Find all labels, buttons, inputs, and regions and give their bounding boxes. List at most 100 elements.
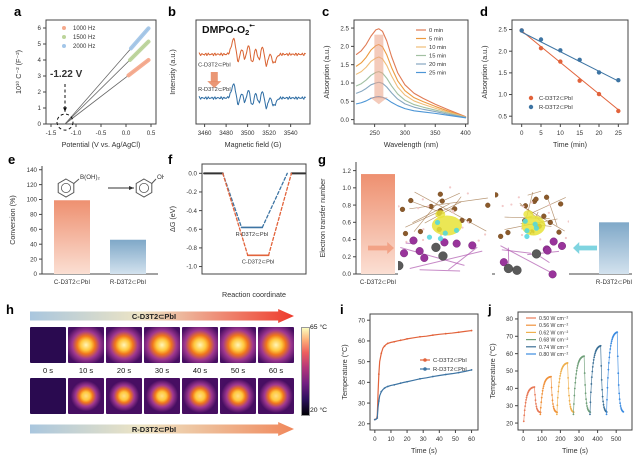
panel-j: j 0 100 200 300 400 500 20 30 40 50 60 70 80 Time (s)… [486,302,638,456]
svg-text:5: 5 [539,130,543,137]
svg-text:R-D3T2⊂PbI: R-D3T2⊂PbI [433,367,467,373]
substituent-bond-product [151,178,157,184]
svg-text:2.5: 2.5 [498,27,507,34]
timeline-arrow-c: C-D3T2⊂PbI [30,309,294,323]
svg-text:C-D3T2⊂PbI: C-D3T2⊂PbI [539,96,573,102]
svg-text:400: 400 [460,130,471,137]
svg-text:Time (min): Time (min) [553,140,587,149]
svg-text:0.5: 0.5 [340,98,349,105]
svg-text:Magnetic field (G): Magnetic field (G) [225,140,282,149]
panel-g: g 0.0 0.2 0.4 0.6 0.8 1.0 1.2 Electron transfer… [316,152,638,300]
panel-a-chart: -1.5 -1.0 -0.5 0.0 0.5 0 1 2 3 4 5 6 Potential (V vs… [14,19,157,149]
reaction-arrowhead [129,186,134,190]
svg-text:2.0: 2.0 [340,44,349,51]
svg-text:0.56 W cm⁻²: 0.56 W cm⁻² [539,323,569,329]
svg-text:R-D3T2⊂PbI: R-D3T2⊂PbI [596,279,632,286]
panel-e-letter: e [8,152,16,167]
substituent-bond-reactant [73,178,80,184]
svg-text:0.5: 0.5 [498,113,507,120]
panel-f-letter: f [168,152,173,167]
svg-text:60: 60 [30,227,37,234]
svg-text:200: 200 [555,436,566,443]
svg-text:40: 40 [436,436,443,443]
svg-text:0.6: 0.6 [342,220,351,227]
svg-text:40: 40 [30,241,37,248]
benzene-ring-product [135,178,153,198]
svg-text:20: 20 [358,421,365,428]
panel-c-chart: 250 300 350 400 0.0 0.5 1.0 1.5 2.0 2.5 Wavelength… [322,19,471,149]
svg-text:300: 300 [574,436,585,443]
svg-text:R-D3T2⊂PbI: R-D3T2⊂PbI [236,232,269,238]
svg-text:30: 30 [358,400,365,407]
thermal-image [144,327,180,363]
svg-text:Electron transfer number: Electron transfer number [318,178,327,258]
svg-text:-0.4: -0.4 [186,208,197,215]
panel-a: a -1.5 -1.0 -0.5 0.0 0.5 0 1 2 3 4 5 6 Potential (V … [12,4,164,150]
svg-text:0.0: 0.0 [188,171,197,178]
panel-h: h C-D3T2⊂PbI 0 s 10 s 20 s 30 s 40 s 50 … [4,302,336,456]
svg-text:40: 40 [506,386,513,393]
thermal-image [68,378,104,414]
svg-text:0.0: 0.0 [122,130,131,137]
svg-text:100: 100 [27,197,38,204]
svg-text:0: 0 [38,121,42,128]
svg-text:Temperature (°C): Temperature (°C) [488,343,497,398]
svg-text:350: 350 [430,130,441,137]
svg-text:0.0: 0.0 [340,117,349,124]
svg-text:500: 500 [611,436,622,443]
panel-d-chart: 0 5 10 15 20 25 0.5 1.0 1.5 2.0 2.5 Time (min) Absor… [480,19,629,149]
svg-text:Temperature (°C): Temperature (°C) [340,344,349,399]
svg-text:1.0: 1.0 [498,92,507,99]
svg-text:C-D3T2⊂PbI: C-D3T2⊂PbI [242,260,275,266]
svg-text:20: 20 [596,130,603,137]
panel-a-letter: a [14,4,22,19]
thermal-image [182,378,218,414]
time-label: 40 s [192,366,208,375]
svg-text:10: 10 [388,436,395,443]
svg-text:70: 70 [506,333,513,340]
timeline-arrow-r: R-D3T2⊂PbI [30,422,294,436]
panel-c-letter: c [322,4,330,19]
svg-text:2.5: 2.5 [340,25,349,32]
svg-text:10¹⁰ C⁻² (F⁻²): 10¹⁰ C⁻² (F⁻²) [14,50,23,94]
svg-text:2: 2 [38,89,42,96]
svg-text:Time (s): Time (s) [411,446,437,455]
svg-text:Absorption (a.u.): Absorption (a.u.) [480,45,489,98]
panel-b-title: DMPO-O2•− [202,23,255,37]
svg-text:1.0: 1.0 [340,80,349,87]
svg-text:50: 50 [358,359,365,366]
product-label: OH [157,174,164,181]
svg-text:2.0: 2.0 [498,48,507,55]
thermal-time-labels: 0 s 10 s 20 s 30 s 40 s 50 s 60 s [30,366,294,375]
svg-text:0.50 W cm⁻²: 0.50 W cm⁻² [539,316,569,322]
molecule-structure-r-icon [495,186,569,280]
panel-f-chart: 0.0 -0.2 -0.4 -0.6 -0.8 -1.0 Reaction coordina… [168,163,307,299]
time-label: 20 s [116,366,132,375]
thermal-image [30,378,66,414]
thermal-row-c [30,327,294,363]
panel-e: e 0 20 40 60 80 100 120 140 Conversion (%) C-D3T2… [6,152,164,300]
svg-text:0.68 W cm⁻²: 0.68 W cm⁻² [539,338,569,344]
svg-text:0.74 W cm⁻²: 0.74 W cm⁻² [539,345,569,351]
svg-text:Conversion (%): Conversion (%) [8,195,17,245]
svg-text:0: 0 [34,271,38,278]
svg-text:15 min: 15 min [429,54,446,60]
thermal-row-r [30,378,294,414]
svg-text:0.80 W cm⁻²: 0.80 W cm⁻² [539,352,569,358]
svg-text:0.62 W cm⁻²: 0.62 W cm⁻² [539,330,569,336]
thermal-image [220,327,256,363]
svg-text:R-D3T2⊂PbI: R-D3T2⊂PbI [110,279,146,286]
svg-text:-1.5: -1.5 [46,130,57,137]
svg-text:25 min: 25 min [429,71,446,77]
panel-g-chart: 0.0 0.2 0.4 0.6 0.8 1.0 1.2 Electron transfer n… [318,162,632,286]
svg-text:Reaction coordinate: Reaction coordinate [222,290,286,299]
time-label: 30 s [154,366,170,375]
svg-text:80: 80 [30,212,37,219]
panel-f: f 0.0 -0.2 -0.4 -0.6 -0.8 -1.0 Reaction coordi… [166,152,314,300]
svg-text:C-D3T2⊂PbI: C-D3T2⊂PbI [54,279,90,286]
svg-text:140: 140 [27,167,38,174]
thermal-image [220,378,256,414]
thermal-image [30,327,66,363]
svg-text:Potential (V vs. Ag/AgCl): Potential (V vs. Ag/AgCl) [62,140,141,149]
